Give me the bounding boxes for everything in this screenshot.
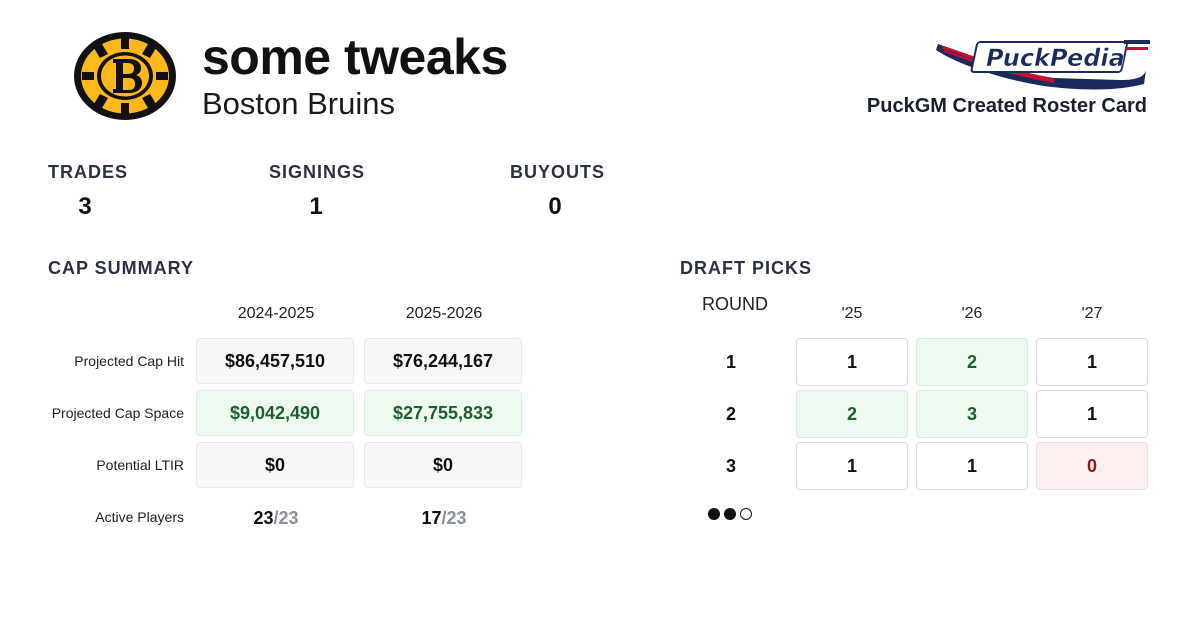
- season-header: 2024-2025: [237, 305, 315, 322]
- round-number: 1: [725, 352, 736, 372]
- pick-dots-indicator: [708, 508, 752, 520]
- team-logo: [72, 30, 178, 122]
- cap-row-label: Projected Cap Hit: [74, 353, 184, 369]
- active-players-value: 17/23: [364, 508, 524, 529]
- active-players-count: 23: [253, 508, 274, 528]
- pick-count-cell: 1: [796, 442, 908, 490]
- year-header: '25: [841, 305, 863, 322]
- pick-count-cell: 0: [1036, 442, 1148, 490]
- brand-logo-text: PuckPedia: [986, 44, 1125, 72]
- empty-dot-icon: [740, 508, 752, 520]
- ltir-cell: $0: [196, 442, 354, 488]
- filled-dot-icon: [708, 508, 720, 520]
- active-players-value: 23/23: [196, 508, 356, 529]
- cap-hit-cell: $76,244,167: [364, 338, 522, 384]
- pick-count-cell: 1: [1036, 338, 1148, 386]
- cap-space-cell: $27,755,833: [364, 390, 522, 436]
- pick-count-cell: 3: [916, 390, 1028, 438]
- active-players-count: 17: [421, 508, 442, 528]
- team-name: Boston Bruins: [202, 86, 395, 121]
- active-players-max: /23: [441, 508, 467, 528]
- pick-count-cell: 1: [796, 338, 908, 386]
- cap-row-label: Projected Cap Space: [51, 405, 184, 421]
- cap-hit-cell: $86,457,510: [196, 338, 354, 384]
- brand-caption: PuckGM Created Roster Card: [866, 95, 1147, 117]
- pick-count-cell: 1: [916, 442, 1028, 490]
- draft-picks-title: DRAFT PICKS: [680, 258, 812, 278]
- stat-value-signings: 1: [309, 193, 323, 220]
- year-header: '26: [961, 305, 983, 322]
- pick-count-cell: 2: [916, 338, 1028, 386]
- cap-summary-title: CAP SUMMARY: [48, 258, 195, 278]
- round-header: ROUND: [702, 294, 768, 314]
- season-header: 2025-2026: [405, 305, 483, 322]
- pick-count-cell: 2: [796, 390, 908, 438]
- cap-row-label: Potential LTIR: [96, 457, 184, 473]
- puckpedia-logo: PuckPedia: [934, 30, 1152, 92]
- stat-label-trades: TRADES: [48, 162, 129, 182]
- stat-value-buyouts: 0: [548, 193, 562, 220]
- filled-dot-icon: [724, 508, 736, 520]
- round-number: 3: [725, 456, 736, 476]
- stat-label-buyouts: BUYOUTS: [510, 162, 606, 182]
- ltir-cell: $0: [364, 442, 522, 488]
- cap-space-cell: $9,042,490: [196, 390, 354, 436]
- stat-label-signings: SIGNINGS: [269, 162, 366, 182]
- pick-count-cell: 1: [1036, 390, 1148, 438]
- round-number: 2: [725, 404, 736, 424]
- active-players-label: Active Players: [95, 509, 184, 525]
- stat-value-trades: 3: [78, 193, 92, 220]
- roster-card-title: some tweaks: [202, 29, 508, 85]
- active-players-max: /23: [273, 508, 299, 528]
- year-header: '27: [1081, 305, 1103, 322]
